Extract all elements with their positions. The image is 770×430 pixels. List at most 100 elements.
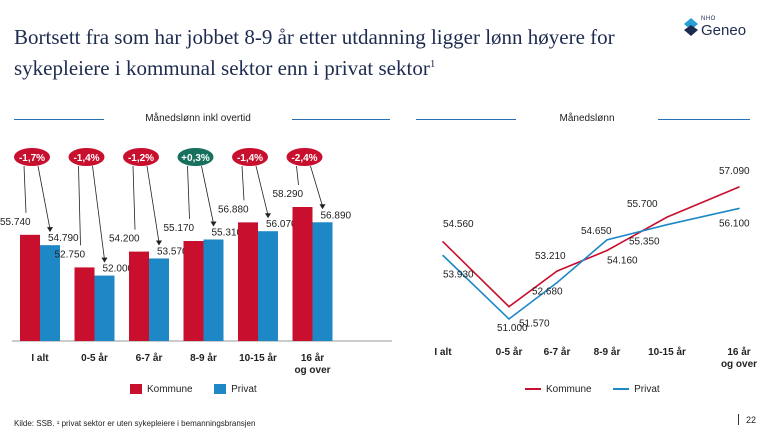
connector-arrow <box>310 165 323 207</box>
privat-value-label: 55.350 <box>629 237 660 248</box>
connector-arrow <box>255 165 269 216</box>
privat-value-label: 54.650 <box>581 226 612 237</box>
bar-category-label: 6-7 år <box>136 352 163 364</box>
kommune-point <box>606 249 608 252</box>
bar-privat-value: 56.890 <box>321 210 352 221</box>
kommune-value-label: 54.560 <box>443 219 474 230</box>
line-legend: Kommune Privat <box>525 384 660 395</box>
source-footnote: Kilde: SSB. ¹ privat sektor er uten syke… <box>14 419 256 428</box>
legend-privat-swatch <box>214 384 227 395</box>
bar-legend: Kommune Privat <box>130 384 257 395</box>
page-divider <box>738 414 739 425</box>
privat-line <box>442 207 740 321</box>
arrow-head <box>210 221 217 227</box>
privat-value-label: 56.100 <box>719 218 750 229</box>
right-section-line <box>416 119 516 120</box>
left-section-line <box>14 119 104 120</box>
kommune-point <box>666 216 668 218</box>
bar-privat <box>203 239 224 341</box>
line-category-label: 8-9 år <box>594 346 621 358</box>
line-category-label: I alt <box>434 347 452 358</box>
arrow-head <box>319 204 326 210</box>
privat-point <box>606 239 608 241</box>
connector-arrow <box>146 165 160 243</box>
connector-arrow <box>92 165 105 260</box>
connector-line <box>78 165 81 246</box>
difference-label: -1,4% <box>237 153 263 164</box>
bar-category-label: og over <box>294 365 330 376</box>
kommune-value-label: 57.090 <box>719 166 750 177</box>
legend-kommune-line <box>525 388 541 391</box>
kommune-point <box>738 186 740 188</box>
legend-kommune-swatch <box>130 384 142 395</box>
difference-label: -2,4% <box>291 153 317 164</box>
privat-point <box>556 281 558 284</box>
nho-geneo-logo: NHO Geneo <box>684 16 756 42</box>
legend-privat-line <box>613 388 630 391</box>
privat-point <box>508 318 510 320</box>
connector-line <box>23 165 27 213</box>
bar-privat-value: 56.070 <box>266 219 297 230</box>
arrow-head <box>156 240 162 246</box>
legend-kommune-label: Kommune <box>147 384 193 395</box>
bar-kommune <box>292 207 313 341</box>
bar-category-label: 0-5 år <box>81 352 108 364</box>
bar-privat-value: 52.000 <box>103 264 134 275</box>
bar-kommune-value: 58.290 <box>273 189 304 200</box>
line-category-label: og over <box>721 359 757 370</box>
difference-bubble <box>14 148 50 166</box>
privat-point <box>442 254 444 257</box>
kommune-line <box>442 186 740 308</box>
arrow-head <box>265 213 271 219</box>
connector-arrow <box>201 165 214 224</box>
bar-kommune <box>183 241 204 341</box>
connector-line <box>187 165 190 220</box>
difference-bubble <box>123 148 159 166</box>
bar-kommune <box>74 267 95 341</box>
bar-chart-title: Månedslønn inkl overtid <box>145 113 251 124</box>
privat-value-label: 52.680 <box>532 287 563 298</box>
difference-label: +0,3% <box>181 153 210 164</box>
kommune-value-label: 55.700 <box>627 199 658 210</box>
bar-privat <box>40 245 60 341</box>
difference-label: -1,7% <box>19 153 45 164</box>
connector-line <box>132 165 136 230</box>
bar-kommune-value: 56.880 <box>218 204 249 215</box>
kommune-value-label: 53.210 <box>535 251 566 262</box>
legend-privat-label: Privat <box>231 384 257 395</box>
connector-line <box>296 165 299 186</box>
line-category-label: 10-15 år <box>648 346 686 358</box>
bar-category-label: I alt <box>31 353 49 364</box>
bar-kommune-value: 55.170 <box>164 223 195 234</box>
privat-point <box>738 207 740 210</box>
line-chart: 54.560 51.570 53.210 54.160 55.700 57.090 53.9… <box>434 166 757 370</box>
privat-point <box>666 223 668 226</box>
bar-kommune <box>20 234 40 341</box>
bar-privat-value: 55.310 <box>212 227 243 238</box>
bar-category-label: 16 år <box>301 352 324 364</box>
line-category-label: 16 år <box>727 346 750 358</box>
page-number: 22 <box>746 415 757 425</box>
right-section-line-right <box>658 119 750 120</box>
line-category-label: 0-5 år <box>496 346 523 358</box>
left-section-line-right <box>292 119 390 120</box>
bar-kommune-value: 54.200 <box>109 234 140 245</box>
kommune-point <box>442 241 444 243</box>
bar-privat-value: 53.570 <box>157 246 188 257</box>
bar-privat-value: 54.790 <box>48 233 79 244</box>
bar-privat <box>312 222 333 341</box>
bar-privat <box>149 258 169 341</box>
bar-category-label: 8-9 år <box>190 352 217 364</box>
difference-bubble <box>68 148 105 166</box>
legend-kommune-label: Kommune <box>546 384 592 395</box>
bar-kommune-value: 52.750 <box>55 249 86 260</box>
line-category-label: 6-7 år <box>544 346 571 358</box>
kommune-point <box>556 270 558 272</box>
privat-value-label: 53.930 <box>443 269 474 280</box>
kommune-value-label: 54.160 <box>607 256 638 267</box>
bar-kommune <box>238 222 258 341</box>
page-title: Bortsett fra som har jobbet 8-9 år etter… <box>14 25 615 80</box>
bar-category-label: 10-15 år <box>239 352 277 364</box>
difference-bubble <box>286 148 323 166</box>
connector-line <box>241 165 245 201</box>
